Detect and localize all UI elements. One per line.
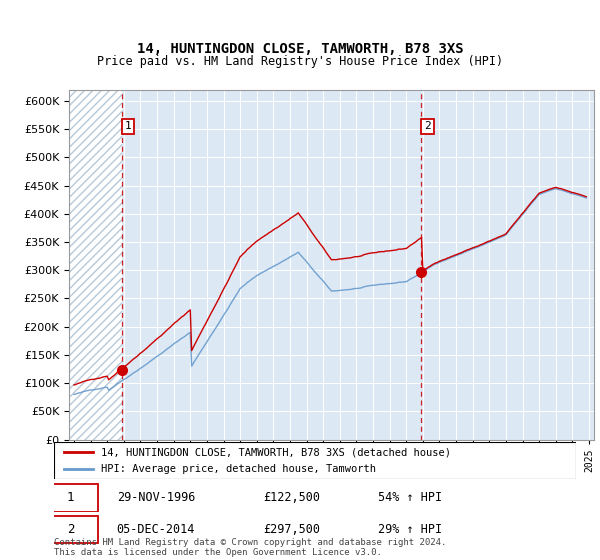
- FancyBboxPatch shape: [44, 484, 98, 511]
- Text: 1: 1: [125, 122, 131, 132]
- Text: £297,500: £297,500: [263, 523, 320, 536]
- Text: 14, HUNTINGDON CLOSE, TAMWORTH, B78 3XS: 14, HUNTINGDON CLOSE, TAMWORTH, B78 3XS: [137, 42, 463, 56]
- Text: Price paid vs. HM Land Registry's House Price Index (HPI): Price paid vs. HM Land Registry's House …: [97, 55, 503, 68]
- Text: £122,500: £122,500: [263, 491, 320, 505]
- Text: 14, HUNTINGDON CLOSE, TAMWORTH, B78 3XS (detached house): 14, HUNTINGDON CLOSE, TAMWORTH, B78 3XS …: [101, 447, 451, 457]
- Text: 05-DEC-2014: 05-DEC-2014: [116, 523, 195, 536]
- Text: 54% ↑ HPI: 54% ↑ HPI: [377, 491, 442, 505]
- Text: 29-NOV-1996: 29-NOV-1996: [116, 491, 195, 505]
- Text: HPI: Average price, detached house, Tamworth: HPI: Average price, detached house, Tamw…: [101, 464, 376, 474]
- Text: 2: 2: [424, 122, 431, 132]
- Text: Contains HM Land Registry data © Crown copyright and database right 2024.
This d: Contains HM Land Registry data © Crown c…: [54, 538, 446, 557]
- Text: 1: 1: [67, 491, 74, 505]
- Text: 2: 2: [67, 523, 74, 536]
- Bar: [65, 90, 122, 440]
- Text: 29% ↑ HPI: 29% ↑ HPI: [377, 523, 442, 536]
- FancyBboxPatch shape: [44, 516, 98, 543]
- FancyBboxPatch shape: [54, 442, 576, 479]
